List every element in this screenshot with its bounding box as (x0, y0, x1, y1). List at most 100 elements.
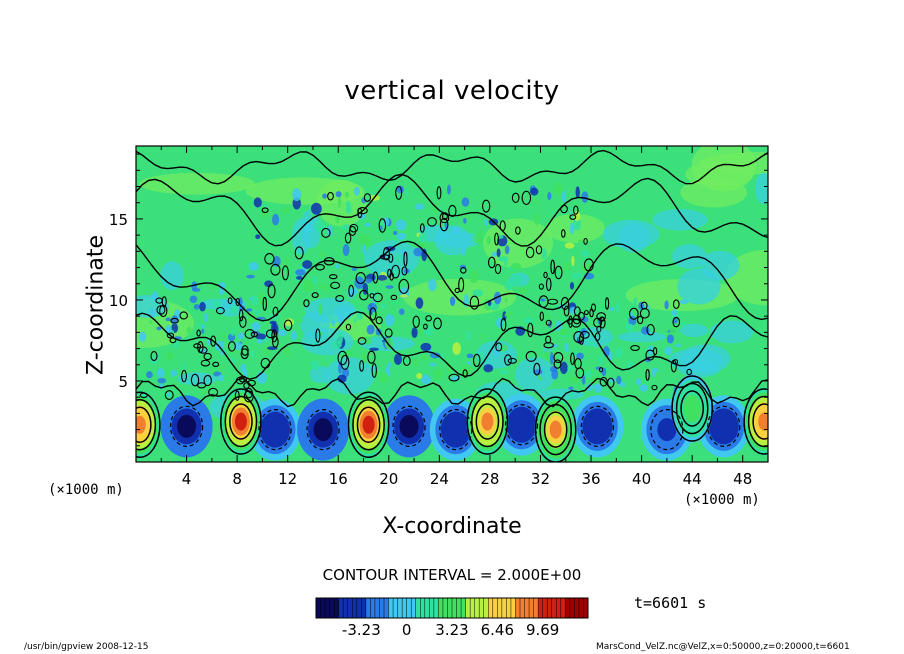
turbulence-contour (525, 246, 535, 259)
turbulence-speckle (664, 346, 673, 356)
updraft-contour (220, 388, 262, 455)
turbulence-speckle (251, 321, 261, 331)
turbulence-contour (583, 237, 588, 245)
turbulence-contour (270, 263, 281, 276)
turbulence-contour (539, 311, 544, 322)
downdraft-contour (306, 408, 340, 451)
turbulence-speckle (469, 270, 479, 284)
colorbar-swatch (402, 598, 408, 618)
field-patch (652, 208, 708, 231)
turbulence-speckle (496, 248, 501, 258)
colorbar-swatch (384, 598, 389, 618)
turbulence-speckle (167, 392, 171, 397)
updraft-contour (471, 395, 504, 448)
turbulence-contour (504, 354, 512, 366)
turbulence-contour (260, 357, 271, 369)
y-tick-label: 10 (109, 292, 128, 310)
turbulence-contour (495, 342, 503, 352)
turbulence-contour (384, 328, 393, 338)
turbulence-contour (210, 335, 217, 347)
turbulence-contour (533, 362, 541, 376)
colorbar-swatch (488, 598, 494, 618)
turbulence-contour (560, 229, 566, 238)
turbulence-speckle (170, 369, 178, 377)
turbulence-speckle (418, 230, 428, 243)
colorbar-swatch (424, 598, 430, 618)
turbulence-speckle (413, 247, 424, 257)
turbulence-speckle (246, 274, 255, 279)
updraft-contour (224, 395, 258, 448)
colorbar-swatch (479, 598, 485, 618)
turbulence-speckle (281, 206, 290, 215)
colorbar-swatch (365, 598, 371, 618)
turbulence-speckle (420, 354, 429, 361)
turbulence-speckle (212, 299, 222, 309)
turbulence-speckle (447, 184, 451, 195)
x-tick-label: 28 (480, 470, 499, 488)
colorbar-swatch (343, 598, 349, 618)
turbulence-contour (630, 344, 640, 352)
turbulence-contour (337, 350, 348, 366)
turbulence-speckle (369, 347, 380, 351)
colorbar-swatch (420, 598, 426, 618)
turbulence-contour (196, 329, 201, 337)
colorbar-swatch (325, 598, 330, 618)
turbulence-contour (382, 246, 390, 261)
turbulence-contour (330, 281, 341, 290)
turbulence-contour (375, 316, 383, 325)
turbulence-speckle (669, 325, 676, 335)
turbulence-contour (580, 330, 590, 339)
colorbar-swatch (334, 598, 340, 618)
turbulence-speckle (559, 361, 568, 375)
y-axis-label: Z-coordinate (83, 235, 109, 375)
updraft-contour (466, 388, 509, 455)
downdraft-cell (313, 418, 333, 442)
turbulence-speckle (568, 391, 574, 399)
turbulence-speckle (463, 217, 467, 224)
turbulence-contour (599, 316, 606, 329)
turbulence-speckle (197, 322, 203, 327)
turbulence-contour (590, 303, 597, 312)
turbulence-speckle (504, 258, 508, 267)
x-axis-label: X-coordinate (382, 514, 522, 539)
turbulence-speckle (558, 328, 569, 336)
turbulence-speckle (581, 374, 586, 385)
colorbar-swatch (388, 598, 394, 618)
x-tick-label: 16 (329, 470, 348, 488)
turbulence-speckle (583, 370, 593, 378)
field-patch (482, 218, 554, 269)
colorbar-swatch (452, 598, 457, 618)
turbulence-speckle (393, 230, 398, 236)
turbulence-speckle (655, 371, 659, 381)
turbulence-speckle (429, 352, 441, 359)
downdraft-contour (392, 405, 426, 447)
turbulence-speckle (356, 308, 364, 321)
turbulence-contour (271, 329, 278, 343)
turbulence-speckle (428, 278, 437, 292)
turbulence-contour (357, 337, 367, 345)
turbulence-speckle (230, 305, 238, 315)
turbulence-contour (599, 376, 608, 387)
turbulence-speckle (573, 364, 579, 373)
turbulence-speckle (517, 287, 528, 295)
turbulence-contour (238, 309, 244, 322)
plot-frame (135, 145, 769, 463)
field-patch (334, 305, 355, 319)
turbulence-speckle (679, 299, 689, 305)
turbulence-speckle (388, 361, 392, 368)
turbulence-speckle (146, 371, 153, 379)
turbulence-speckle (245, 308, 253, 312)
turbulence-speckle (322, 193, 327, 199)
turbulence-contour (198, 346, 208, 354)
turbulence-speckle (156, 326, 162, 331)
field-patch (617, 331, 667, 343)
turbulence-speckle (569, 282, 575, 290)
updraft-cell (234, 412, 247, 431)
field-patch (364, 240, 420, 278)
x-tick-label: 4 (182, 470, 192, 488)
updraft-contour (534, 396, 577, 462)
turbulence-speckle (303, 279, 314, 293)
turbulence-speckle (253, 197, 262, 208)
y-tick-label: 5 (118, 373, 128, 391)
